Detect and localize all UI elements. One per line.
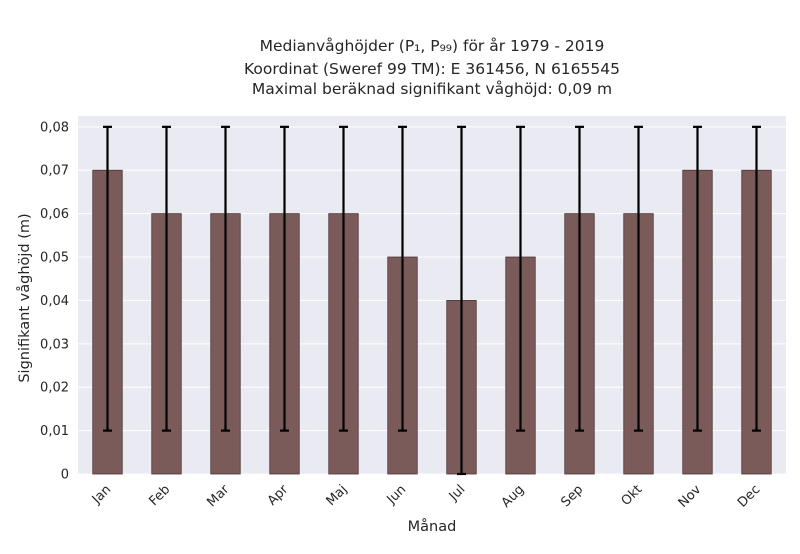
y-axis-label: Signifikant våghöjd (m) [16,213,33,382]
y-tick-label: 0,04 [40,294,69,309]
y-tick-label: 0,03 [40,337,69,352]
y-tick-label: 0,05 [40,251,69,266]
error-bars [103,125,761,476]
plot-area [78,116,786,474]
x-tick-label: Apr [265,482,292,509]
x-tick-label: Maj [324,482,351,509]
x-tick-label: Jul [446,482,468,504]
x-tick-label: Jun [384,482,410,508]
x-tick-label: Aug [499,482,528,511]
y-tick-label: 0,08 [40,120,69,135]
chart-title: Medianvåghöjder (P₁, P₉₉) för år 1979 - … [244,37,620,98]
y-tick-label: 0,06 [40,207,69,222]
x-axis-ticks: Jan Feb Mar Apr Maj Jun Jul Aug Sep Okt Nov Dec [89,482,763,511]
chart-title-line-1: Medianvåghöjder (P₁, P₉₉) för år 1979 - … [260,37,605,55]
x-axis-label: Månad [408,518,457,535]
y-tick-label: 0,01 [40,424,69,439]
x-tick-label: Sep [558,482,586,510]
y-tick-label: 0,02 [40,381,69,396]
chart-title-line-3: Maximal beräknad signifikant våghöjd: 0,… [252,80,612,98]
x-tick-label: Feb [146,482,173,509]
y-tick-label: 0 [61,468,69,483]
y-tick-label: 0,07 [40,164,69,179]
y-axis-ticks: 0 0,01 0,02 0,03 0,04 0,05 0,06 0,07 0,08 [40,120,69,482]
gridlines [78,126,786,475]
x-tick-label: Mar [204,482,232,510]
x-tick-label: Jan [89,482,114,507]
x-tick-label: Dec [735,482,763,510]
x-tick-label: Nov [676,482,705,511]
x-tick-label: Okt [619,482,646,509]
chart-title-line-2: Koordinat (Sweref 99 TM): E 361456, N 61… [244,60,620,78]
